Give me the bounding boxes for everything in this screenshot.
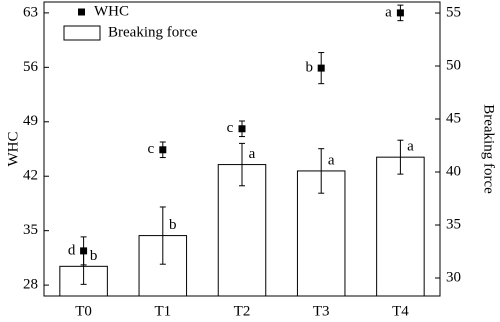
y2-tick-label: 40 <box>446 163 461 179</box>
significance-letter: c <box>147 141 154 157</box>
y2-axis-label: Breaking force <box>481 104 497 194</box>
point <box>159 146 167 154</box>
significance-letter: a <box>407 139 414 155</box>
y-tick-label: 28 <box>23 277 38 293</box>
bar <box>217 164 267 297</box>
point <box>317 64 325 72</box>
x-tick-label: T3 <box>313 303 330 319</box>
point <box>238 125 246 133</box>
y-tick-label: 63 <box>23 4 38 20</box>
significance-letter: b <box>90 248 98 264</box>
x-tick-label: T0 <box>75 303 92 319</box>
significance-letter: c <box>227 120 234 136</box>
legend-marker <box>78 8 85 16</box>
significance-letter: a <box>328 152 335 168</box>
significance-letter: a <box>385 4 392 20</box>
y2-tick-label: 35 <box>446 216 461 232</box>
y2-tick-label: 55 <box>446 4 461 20</box>
point <box>80 247 88 255</box>
legend-label: Breaking force <box>108 24 198 40</box>
y-tick-label: 56 <box>23 59 39 75</box>
y2-tick-label: 30 <box>446 269 461 285</box>
x-tick-label: T4 <box>392 303 409 319</box>
significance-letter: d <box>68 242 76 258</box>
bar <box>376 156 425 297</box>
y-tick-label: 49 <box>23 113 38 129</box>
legend-label: WHC <box>94 3 129 19</box>
significance-letter: a <box>249 146 256 162</box>
y-axis-label: WHC <box>5 132 21 167</box>
point <box>396 9 404 17</box>
y-tick-label: 35 <box>23 222 38 238</box>
x-tick-label: T2 <box>234 303 251 319</box>
significance-letter: b <box>305 60 313 76</box>
y2-tick-label: 50 <box>446 57 461 73</box>
y2-tick-label: 45 <box>446 110 461 126</box>
y-tick-label: 42 <box>23 168 38 184</box>
legend-marker <box>63 25 101 41</box>
x-tick-label: T1 <box>154 303 171 319</box>
significance-letter: b <box>169 217 177 233</box>
